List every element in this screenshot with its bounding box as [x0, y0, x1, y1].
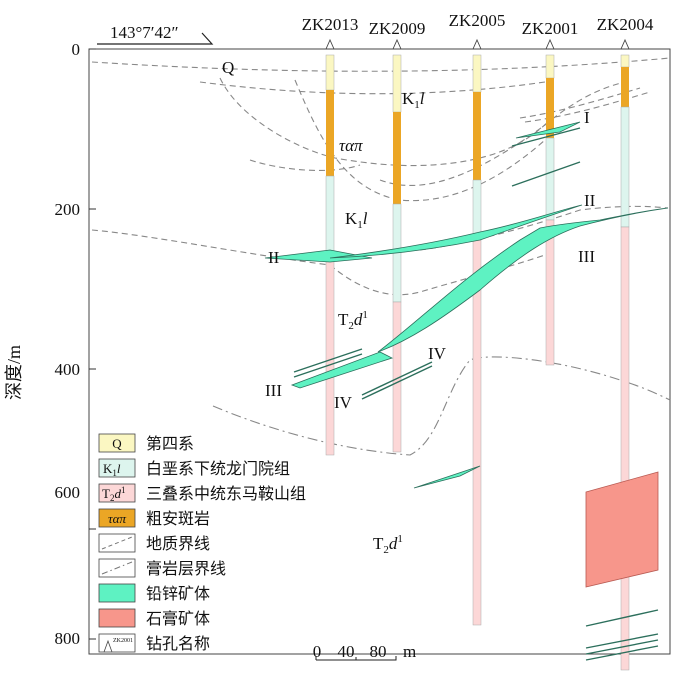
svg-text:K1l: K1l	[103, 461, 121, 478]
y-tick-label: 600	[55, 483, 81, 502]
orebody-veins	[293, 127, 659, 661]
legend: Q 第四系 K1l 白垩系下统龙门院组 T2d1 三叠系中统东马鞍山组 ταπ …	[98, 433, 306, 653]
legend-item: 地质界线	[98, 533, 210, 553]
svg-text:第四系: 第四系	[146, 435, 194, 453]
svg-text:ταπ: ταπ	[108, 511, 126, 526]
svg-text:地质界线: 地质界线	[146, 535, 210, 553]
borehole-name: ZK2009	[369, 19, 426, 38]
legend-item: Q 第四系	[98, 433, 194, 453]
legend-item: ZK2001 钻孔名称	[98, 633, 210, 653]
svg-text:40: 40	[338, 642, 355, 661]
y-axis-label: 深度/m	[4, 345, 24, 400]
borehole-name: ZK2005	[449, 11, 506, 30]
lead-zinc-orebodies	[264, 121, 669, 489]
svg-text:ZK2001: ZK2001	[113, 638, 133, 644]
orebody-label: II	[268, 248, 280, 267]
unit-label-k1l-upper: K1l	[402, 89, 425, 111]
borehole-name: ZK2001	[522, 19, 579, 38]
y-tick-label: 0	[72, 40, 81, 59]
orebody-label: I	[584, 108, 590, 127]
unit-label-quaternary: Q	[222, 58, 234, 77]
y-axis: 0 200 400 600 800 深度/m	[4, 40, 96, 648]
svg-text:铅锌矿体: 铅锌矿体	[146, 585, 210, 603]
scale-bar: 0 40 80 m	[313, 642, 416, 661]
unit-label-k1l-lower: K1l	[345, 209, 368, 231]
coordinate-underline	[97, 32, 214, 45]
legend-item: K1l 白垩系下统龙门院组	[98, 458, 290, 478]
legend-item: 膏岩层界线	[98, 558, 226, 578]
orebody-label: IV	[334, 393, 353, 412]
y-tick-label: 200	[55, 200, 81, 219]
orebody-label: III	[265, 381, 282, 400]
svg-text:T2d1: T2d1	[102, 485, 125, 503]
svg-text:80: 80	[370, 642, 387, 661]
svg-text:石膏矿体: 石膏矿体	[146, 609, 210, 628]
unit-label-t2d1-upper: T2d1	[338, 309, 368, 332]
legend-item: T2d1 三叠系中统东马鞍山组	[98, 483, 306, 503]
orebody-label: IV	[428, 344, 447, 363]
legend-item: 石膏矿体	[98, 608, 210, 628]
borehole-name: ZK2004	[597, 15, 654, 34]
y-tick-label: 400	[55, 360, 81, 379]
orebody-label: III	[578, 247, 595, 266]
legend-item: 铅锌矿体	[98, 583, 210, 603]
y-tick-label: 800	[55, 629, 81, 648]
unit-label-t2d1-lower: T2d1	[373, 533, 403, 556]
coordinate-label: 143°7′42″	[110, 23, 179, 42]
svg-text:三叠系中统东马鞍山组: 三叠系中统东马鞍山组	[146, 485, 306, 503]
svg-text:0: 0	[313, 642, 322, 661]
svg-text:粗安斑岩: 粗安斑岩	[146, 510, 210, 528]
borehole-name: ZK2013	[302, 15, 359, 34]
svg-text:m: m	[403, 642, 416, 661]
unit-label-porphyry: ταπ	[339, 136, 363, 155]
gypsum-orebody	[585, 471, 659, 588]
svg-text:钻孔名称: 钻孔名称	[146, 635, 210, 653]
svg-text:膏岩层界线: 膏岩层界线	[146, 559, 226, 578]
legend-item: ταπ 粗安斑岩	[98, 508, 210, 528]
orebody-label: II	[584, 191, 596, 210]
svg-text:白垩系下统龙门院组: 白垩系下统龙门院组	[146, 460, 290, 478]
svg-text:Q: Q	[112, 436, 122, 451]
